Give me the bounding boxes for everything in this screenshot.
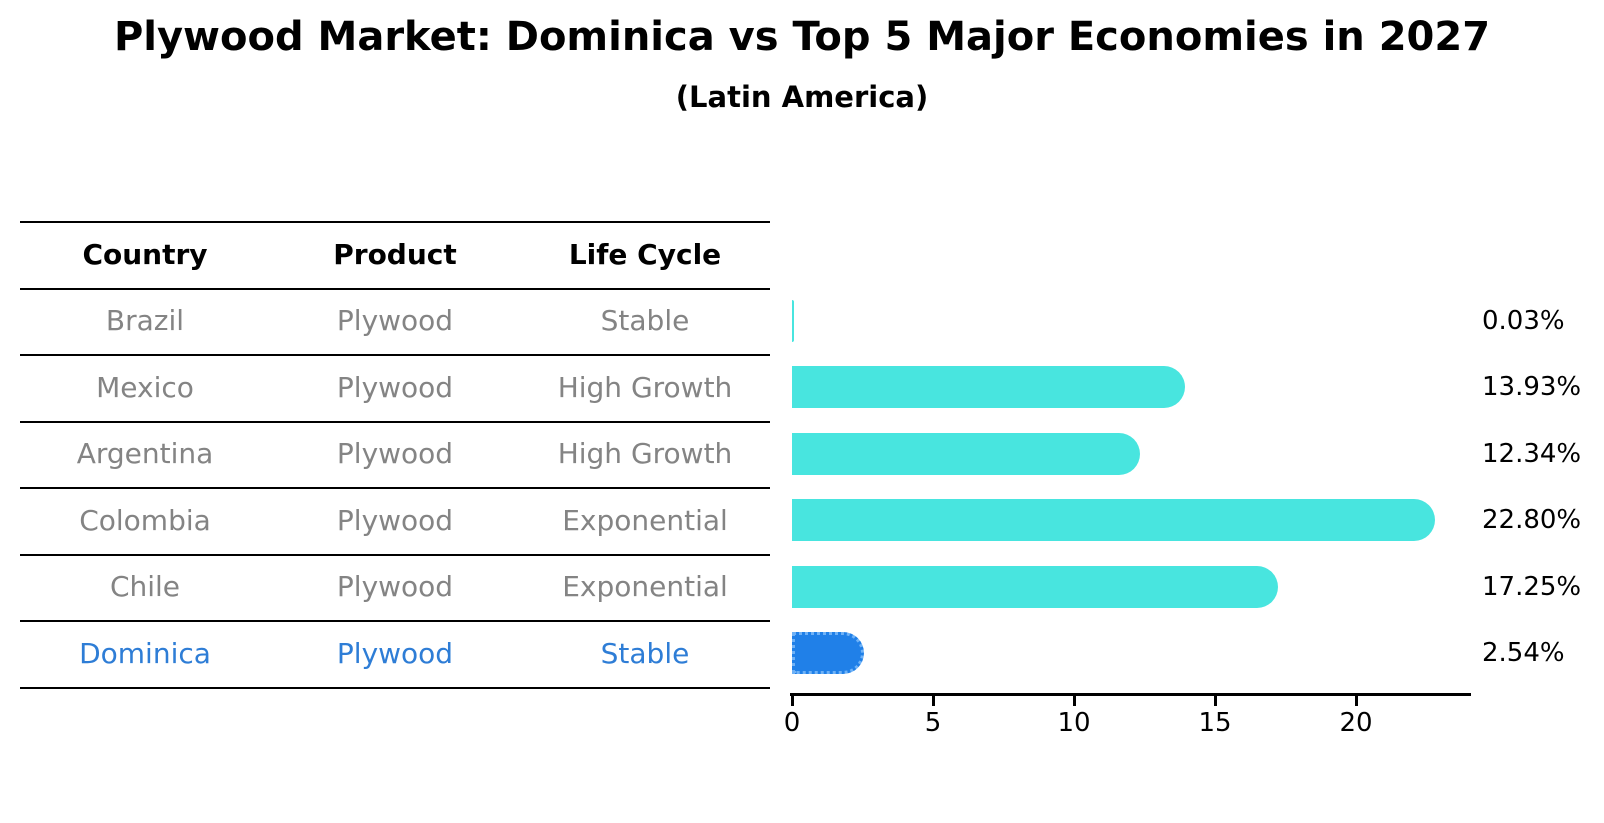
country-cell: Mexico xyxy=(96,371,194,404)
header-cell-country: Country xyxy=(82,238,208,271)
x-tick-label: 20 xyxy=(1339,708,1373,738)
lifecycle-cell: Stable xyxy=(600,637,690,670)
table-rule xyxy=(20,487,770,489)
x-tick-mark xyxy=(791,696,794,706)
value-label: 12.34% xyxy=(1482,439,1582,469)
x-tick-mark xyxy=(1214,696,1217,706)
x-tick-label: 10 xyxy=(1057,708,1091,738)
table-header-row: Country Product Life Cycle xyxy=(20,222,770,288)
table-rule xyxy=(20,620,770,622)
x-tick-label: 0 xyxy=(783,708,801,738)
table-rule xyxy=(20,554,770,556)
table-row-colombia: Colombia Plywood Exponential xyxy=(20,488,770,554)
bar-mexico xyxy=(792,366,1185,408)
country-cell: Brazil xyxy=(105,304,185,337)
country-cell: Chile xyxy=(109,570,181,603)
country-cell: Argentina xyxy=(76,437,214,470)
x-tick-mark xyxy=(1355,696,1358,706)
country-cell: Colombia xyxy=(79,504,211,537)
lifecycle-cell: High Growth xyxy=(557,437,733,470)
lifecycle-cell: Exponential xyxy=(562,504,728,537)
table-rule xyxy=(20,354,770,356)
table-row-mexico: Mexico Plywood High Growth xyxy=(20,355,770,421)
value-label: 22.80% xyxy=(1482,505,1582,535)
table-row-chile: Chile Plywood Exponential xyxy=(20,554,770,620)
lifecycle-cell: Exponential xyxy=(562,570,728,603)
table-rule xyxy=(20,687,770,689)
table-rule xyxy=(20,221,770,223)
table-row-brazil: Brazil Plywood Stable xyxy=(20,288,770,354)
x-tick-label: 15 xyxy=(1198,708,1232,738)
product-cell: Plywood xyxy=(336,371,454,404)
value-label: 0.03% xyxy=(1482,306,1565,336)
x-tick-label: 5 xyxy=(924,708,942,738)
product-cell: Plywood xyxy=(336,304,454,337)
x-axis-line xyxy=(790,693,1471,696)
header-cell-lifecycle: Life Cycle xyxy=(568,238,722,271)
lifecycle-cell: High Growth xyxy=(557,371,733,404)
table-row-argentina: Argentina Plywood High Growth xyxy=(20,421,770,487)
header-cell-product: Product xyxy=(333,238,457,271)
x-tick-mark xyxy=(1073,696,1076,706)
bar-colombia xyxy=(792,499,1435,541)
product-cell: Plywood xyxy=(336,637,454,670)
table-rule xyxy=(20,421,770,423)
bar-argentina xyxy=(792,433,1140,475)
value-label: 13.93% xyxy=(1482,372,1582,402)
product-cell: Plywood xyxy=(336,504,454,537)
chart-title: Plywood Market: Dominica vs Top 5 Major … xyxy=(113,14,1491,60)
table-row-dominica: Dominica Plywood Stable xyxy=(20,621,770,687)
value-label: 2.54% xyxy=(1482,638,1565,668)
table-rule xyxy=(20,288,770,290)
product-cell: Plywood xyxy=(336,437,454,470)
bar-dominica xyxy=(792,632,864,674)
x-tick-mark xyxy=(932,696,935,706)
value-label: 17.25% xyxy=(1482,572,1582,602)
bar-chile xyxy=(792,566,1279,608)
bar-brazil xyxy=(792,300,794,342)
chart-subtitle: (Latin America) xyxy=(675,80,929,114)
country-cell: Dominica xyxy=(79,637,211,670)
product-cell: Plywood xyxy=(336,570,454,603)
lifecycle-cell: Stable xyxy=(600,304,690,337)
